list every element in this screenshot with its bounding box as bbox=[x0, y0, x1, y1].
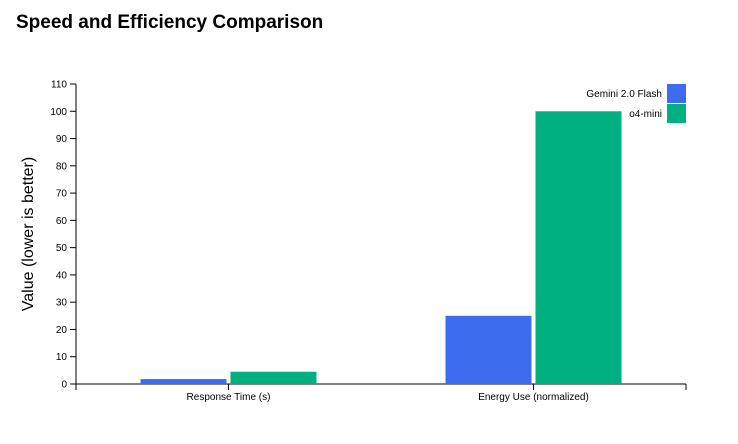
legend: Gemini 2.0 Flash o4-mini bbox=[586, 84, 686, 123]
bar bbox=[140, 379, 227, 384]
y-tick-label: 50 bbox=[56, 243, 68, 254]
chart-title: Speed and Efficiency Comparison bbox=[16, 12, 324, 33]
y-axis: 0 10 20 30 40 50 60 70 80 90 100 110 bbox=[50, 80, 77, 391]
bar bbox=[535, 111, 622, 384]
legend-swatch bbox=[667, 84, 686, 103]
y-tick-label: 30 bbox=[56, 298, 68, 309]
y-axis-label: Value (lower is better) bbox=[20, 157, 37, 311]
y-tick-label: 40 bbox=[56, 270, 68, 281]
bars bbox=[140, 111, 622, 384]
y-tick-label: 10 bbox=[56, 352, 68, 363]
bar bbox=[230, 371, 317, 384]
y-tick-label: 80 bbox=[56, 161, 68, 172]
legend-label: o4-mini bbox=[629, 109, 662, 120]
legend-swatch bbox=[667, 104, 686, 123]
y-tick-label: 0 bbox=[61, 380, 67, 391]
x-axis: Response Time (s) Energy Use (normalized) bbox=[75, 383, 687, 403]
x-tick-label: Response Time (s) bbox=[187, 392, 271, 403]
y-tick-label: 100 bbox=[50, 107, 67, 118]
y-tick-label: 90 bbox=[56, 134, 68, 145]
y-tick-label: 70 bbox=[56, 189, 68, 200]
y-tick-label: 110 bbox=[51, 80, 67, 91]
bar bbox=[445, 315, 532, 384]
y-tick-label: 60 bbox=[56, 216, 68, 227]
legend-label: Gemini 2.0 Flash bbox=[586, 89, 662, 100]
y-tick-label: 20 bbox=[56, 325, 68, 336]
x-tick-label: Energy Use (normalized) bbox=[478, 392, 589, 403]
